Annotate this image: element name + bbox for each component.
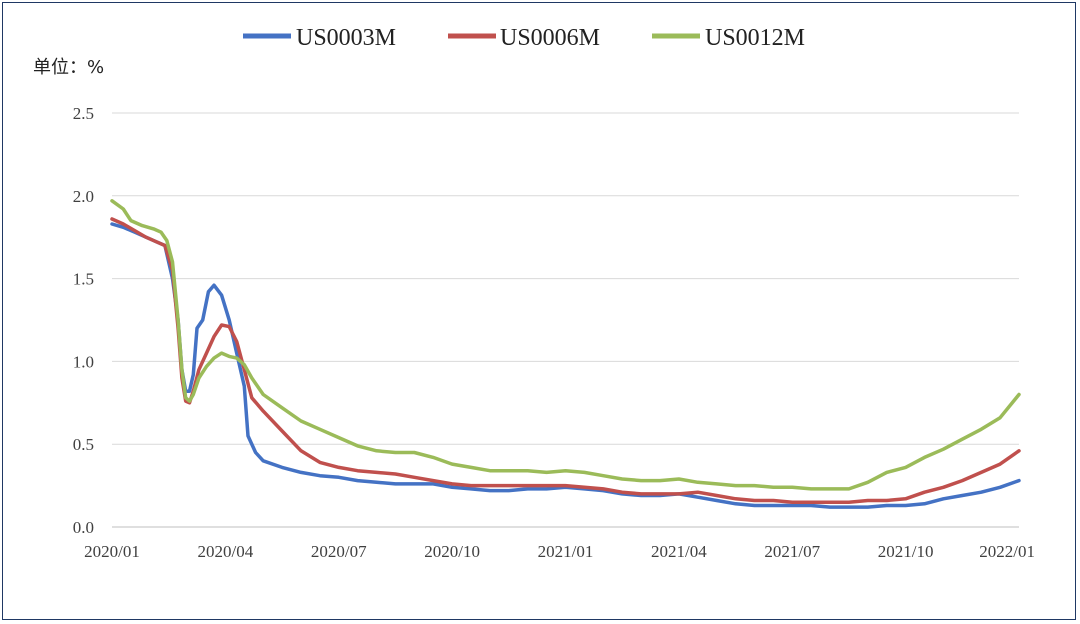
y-axis-tick-labels: 0.0 0.5 1.0 1.5 2.0 2.5 <box>73 104 94 537</box>
y-tick-label: 0.5 <box>73 435 94 454</box>
legend: US0003M US0006M US0012M <box>243 25 805 51</box>
y-tick-label: 0.0 <box>73 518 94 537</box>
x-tick-label: 2020/10 <box>424 542 480 561</box>
series-line-us0003m <box>110 222 1021 509</box>
x-tick-label: 2021/04 <box>651 542 707 561</box>
x-tick-label: 2021/07 <box>764 542 820 561</box>
y-tick-label: 2.0 <box>73 187 94 206</box>
x-tick-label: 2022/01 <box>979 542 1035 561</box>
y-tick-label: 1.5 <box>73 270 94 289</box>
y-tick-label: 2.5 <box>73 104 94 123</box>
y-tick-label: 1.0 <box>73 352 94 371</box>
x-tick-label: 2021/01 <box>538 542 594 561</box>
legend-label-us0012m: US0012M <box>705 25 805 51</box>
x-tick-label: 2020/04 <box>198 542 254 561</box>
series-lines <box>110 199 1021 509</box>
x-tick-label: 2021/10 <box>878 542 934 561</box>
x-tick-label: 2020/07 <box>311 542 367 561</box>
unit-label: 单位：% <box>33 57 104 78</box>
gridlines <box>112 112 1019 528</box>
series-line-us0006m <box>110 217 1021 504</box>
x-tick-label: 2020/01 <box>84 542 140 561</box>
x-axis-tick-labels: 2020/01 2020/04 2020/07 2020/10 2021/01 2021/… <box>84 542 1035 561</box>
series-line-us0012m <box>110 199 1021 491</box>
legend-label-us0003m: US0003M <box>296 25 396 51</box>
legend-label-us0006m: US0006M <box>500 25 600 51</box>
